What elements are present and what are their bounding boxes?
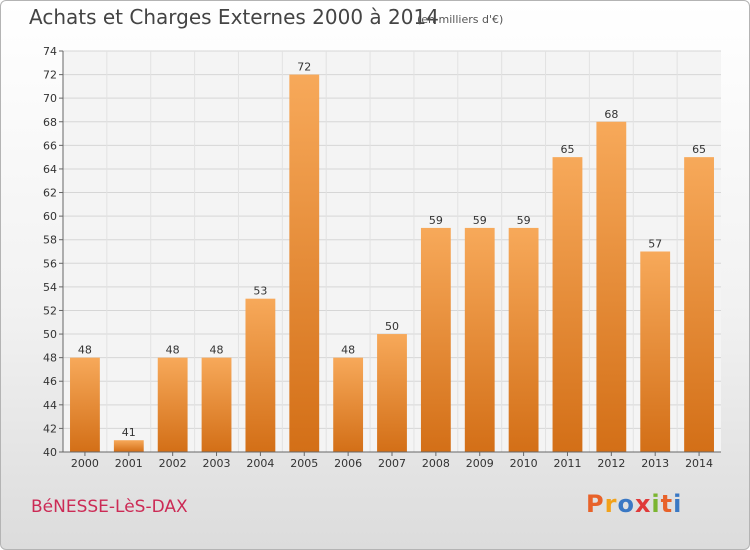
data-label-2013: 57 (648, 238, 662, 251)
bar-2010 (508, 227, 539, 452)
x-tick-label-2012: 2012 (597, 457, 625, 470)
y-tick-label: 56 (43, 257, 57, 270)
data-label-2008: 59 (429, 214, 443, 227)
x-tick-label-2004: 2004 (246, 457, 274, 470)
x-tick-label-2002: 2002 (159, 457, 187, 470)
y-tick-label: 52 (43, 304, 57, 317)
bar-2013 (640, 251, 671, 452)
y-tick-label: 68 (43, 116, 57, 129)
data-label-2011: 65 (560, 143, 574, 156)
logo-letter: i (673, 490, 683, 518)
y-tick-label: 50 (43, 328, 57, 341)
bar-2009 (464, 227, 495, 452)
x-tick-label-2013: 2013 (641, 457, 669, 470)
y-tick-label: 44 (43, 399, 57, 412)
y-tick-label: 64 (43, 163, 57, 176)
x-tick-label-2007: 2007 (378, 457, 406, 470)
logo-letter: o (617, 490, 635, 518)
bar-2006 (333, 357, 364, 452)
location-name: BéNESSE-LèS-DAX (31, 497, 188, 517)
y-tick-label: 48 (43, 352, 57, 365)
x-tick-label-2005: 2005 (290, 457, 318, 470)
x-tick-label-2008: 2008 (422, 457, 450, 470)
x-tick-label-2014: 2014 (685, 457, 713, 470)
x-tick-label-2006: 2006 (334, 457, 362, 470)
data-label-2005: 72 (297, 61, 311, 74)
x-tick-label-2003: 2003 (203, 457, 231, 470)
data-label-2000: 48 (78, 344, 92, 357)
y-tick-label: 74 (43, 45, 57, 58)
data-label-2010: 59 (517, 214, 531, 227)
bar-2004 (245, 298, 276, 452)
data-label-2003: 48 (210, 344, 224, 357)
y-tick-label: 54 (43, 281, 57, 294)
data-label-2009: 59 (473, 214, 487, 227)
data-label-2014: 65 (692, 143, 706, 156)
bar-2008 (420, 227, 451, 452)
data-label-2006: 48 (341, 344, 355, 357)
x-tick-label-2010: 2010 (510, 457, 538, 470)
bar-2012 (596, 121, 627, 452)
y-tick-label: 40 (43, 446, 57, 459)
bar-2014 (684, 157, 714, 452)
logo-letter: x (634, 490, 652, 518)
bar-2002 (157, 357, 188, 452)
x-tick-label-2009: 2009 (466, 457, 494, 470)
bar-2007 (377, 334, 407, 452)
bar-2001 (113, 440, 144, 452)
logo-letter: t (660, 490, 674, 518)
y-tick-label: 62 (43, 187, 57, 200)
x-tick-label-2000: 2000 (71, 457, 99, 470)
x-tick-label-2001: 2001 (115, 457, 143, 470)
bar-2003 (201, 357, 232, 452)
proxiti-logo: Proxiti (586, 490, 682, 518)
y-tick-label: 46 (43, 375, 57, 388)
bar-2000 (70, 357, 100, 452)
y-tick-label: 70 (43, 92, 57, 105)
data-label-2004: 53 (253, 285, 267, 298)
logo-letter: r (604, 490, 618, 518)
y-tick-label: 60 (43, 210, 57, 223)
x-tick-label-2011: 2011 (553, 457, 581, 470)
data-label-2012: 68 (604, 108, 618, 121)
y-tick-label: 66 (43, 139, 57, 152)
chart-subtitle: (en milliers d'€) (417, 13, 504, 26)
logo-letter: P (586, 490, 605, 518)
data-label-2007: 50 (385, 320, 399, 333)
y-tick-label: 42 (43, 422, 57, 435)
data-label-2001: 41 (122, 426, 136, 439)
bar-2005 (289, 74, 320, 453)
y-tick-label: 58 (43, 234, 57, 247)
data-label-2002: 48 (166, 344, 180, 357)
logo-letter: i (651, 490, 661, 518)
chart-title: Achats et Charges Externes 2000 à 2014 (29, 5, 439, 29)
bar-2011 (552, 157, 583, 452)
y-tick-label: 72 (43, 69, 57, 82)
